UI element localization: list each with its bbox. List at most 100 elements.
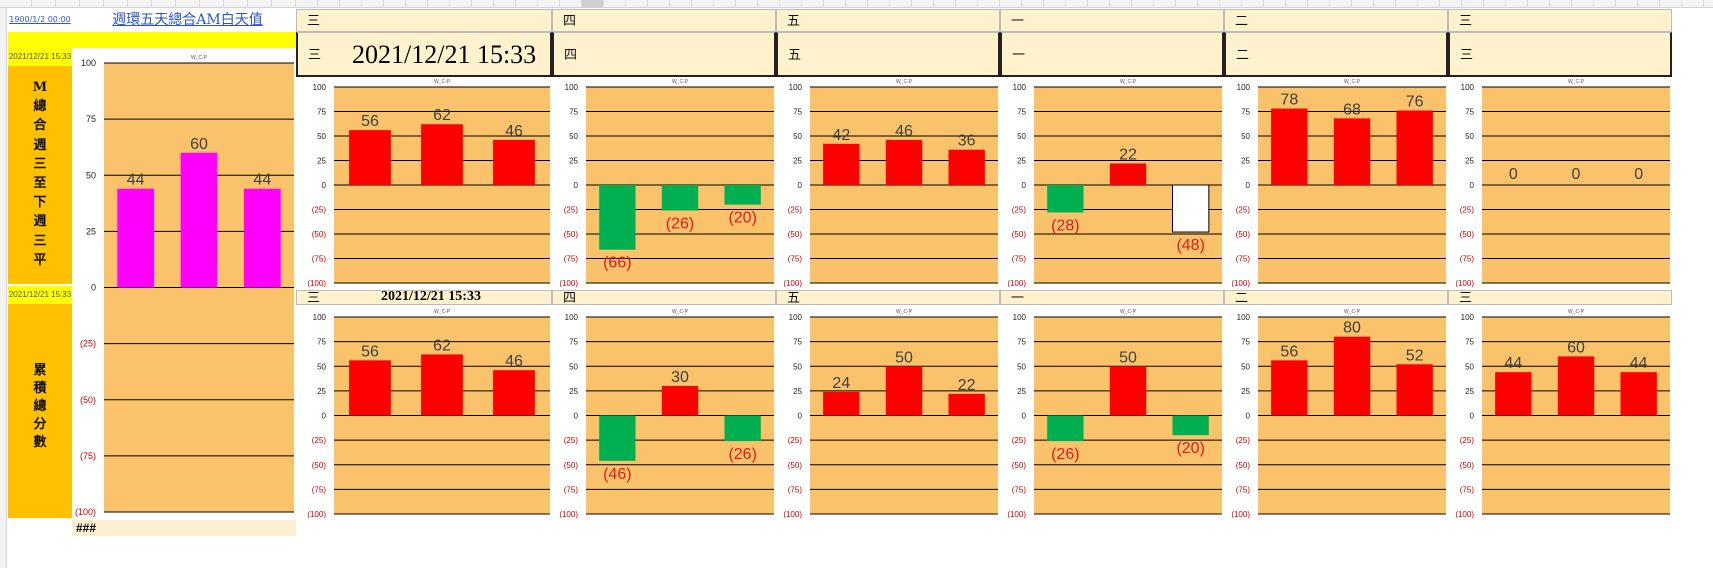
date-link[interactable]: 1900/1/2 00:00 xyxy=(9,15,71,24)
column-header-cell[interactable] xyxy=(472,0,494,8)
bar-chart-bot-4[interactable]: W_C-P 100 75 50 25 0 (25) (50) (75) (100) (26) 50 (2… xyxy=(1000,307,1224,523)
row-header-cell[interactable] xyxy=(0,116,7,128)
row-header-cell[interactable] xyxy=(0,32,7,44)
column-header-cell[interactable] xyxy=(1286,0,1308,8)
bar-chart-top-6[interactable]: W_C-P 100 75 50 25 0 (25) (50) (75) (100) 0 0 0 xyxy=(1448,77,1672,292)
row-header-cell[interactable] xyxy=(0,104,7,116)
row-header-cell[interactable] xyxy=(0,248,7,260)
row-header-cell[interactable] xyxy=(0,200,7,212)
row-header-cell[interactable] xyxy=(0,272,7,284)
row-header-cell[interactable] xyxy=(0,164,7,176)
day-header-cell[interactable]: 五 xyxy=(776,290,1000,306)
column-header-cell[interactable] xyxy=(1528,0,1550,8)
row-header-cell[interactable] xyxy=(0,296,7,308)
row-header-cell[interactable] xyxy=(0,356,7,368)
day-header-cell[interactable]: 三 xyxy=(1448,9,1672,32)
column-header-cell[interactable] xyxy=(406,0,428,8)
row-header-cell[interactable] xyxy=(0,92,7,104)
day-header-cell[interactable]: 五 xyxy=(776,9,1000,32)
column-header-cell[interactable] xyxy=(450,0,472,8)
column-header-cell[interactable] xyxy=(1220,0,1242,8)
bar-chart-bot-5[interactable]: W_C-P 100 75 50 25 0 (25) (50) (75) (100) 56 80 52 xyxy=(1224,307,1448,523)
column-header-cell[interactable] xyxy=(1066,0,1088,8)
day-header-cell[interactable]: 四 xyxy=(552,32,776,77)
column-header-cell[interactable] xyxy=(1704,0,1713,8)
column-header-bar[interactable] xyxy=(0,0,1713,8)
column-header-cell[interactable] xyxy=(224,0,248,8)
column-header-cell[interactable] xyxy=(494,0,516,8)
column-header-cell[interactable] xyxy=(1638,0,1660,8)
row-header-cell[interactable] xyxy=(0,44,7,56)
column-header-cell[interactable] xyxy=(296,0,318,8)
column-header-cell[interactable] xyxy=(538,0,560,8)
row-header-cell[interactable] xyxy=(0,488,7,500)
day-header-cell[interactable]: 四 xyxy=(552,290,776,306)
column-header-cell[interactable] xyxy=(1616,0,1638,8)
row-header-cell[interactable] xyxy=(0,284,7,296)
row-header-cell[interactable] xyxy=(0,140,7,152)
day-header-cell[interactable]: 二 xyxy=(1224,32,1448,77)
column-header-cell[interactable] xyxy=(1198,0,1220,8)
row-header-cell[interactable] xyxy=(0,428,7,440)
row-header-cell[interactable] xyxy=(0,176,7,188)
column-header-cell[interactable] xyxy=(868,0,890,8)
row-header-cell[interactable] xyxy=(0,8,7,20)
bar-chart-bot-6[interactable]: W_C-P 100 75 50 25 0 (25) (50) (75) (100) 44 60 44 xyxy=(1448,307,1672,523)
title-link[interactable]: 週環五天總合AM白天值 xyxy=(112,12,263,28)
column-header-cell[interactable] xyxy=(824,0,846,8)
bar-chart-bot-1[interactable]: W_C-P 100 75 50 25 0 (25) (50) (75) (100) 56 62 46 xyxy=(296,307,552,523)
column-header-cell[interactable] xyxy=(582,0,604,8)
column-header-cell[interactable] xyxy=(80,0,104,8)
column-header-cell[interactable] xyxy=(1374,0,1396,8)
column-header-cell[interactable] xyxy=(176,0,200,8)
day-header-cell[interactable]: 五 xyxy=(776,32,1000,77)
column-header-cell[interactable] xyxy=(692,0,714,8)
column-header-cell[interactable] xyxy=(626,0,648,8)
day-header-cell[interactable]: 三 xyxy=(296,9,552,32)
column-header-cell[interactable] xyxy=(516,0,538,8)
column-header-cell[interactable] xyxy=(890,0,912,8)
row-header-cell[interactable] xyxy=(0,380,7,392)
column-header-cell[interactable] xyxy=(428,0,450,8)
bar-chart-top-5[interactable]: W_C-P 100 75 50 25 0 (25) (50) (75) (100) 78 68 76 xyxy=(1224,77,1448,292)
bar-chart-top-4[interactable]: W_C-P 100 75 50 25 0 (25) (50) (75) (100) (28) 22 (4… xyxy=(1000,77,1224,292)
row-header-cell[interactable] xyxy=(0,212,7,224)
column-header-cell[interactable] xyxy=(802,0,824,8)
column-header-cell[interactable] xyxy=(758,0,780,8)
hash-cell[interactable]: ### xyxy=(72,520,296,536)
column-header-cell[interactable] xyxy=(648,0,670,8)
column-header-cell[interactable] xyxy=(780,0,802,8)
row-header-cell[interactable] xyxy=(0,392,7,404)
day-header-cell[interactable]: 三 xyxy=(1448,32,1672,77)
column-header-cell[interactable] xyxy=(1682,0,1704,8)
column-header-cell[interactable] xyxy=(560,0,582,8)
column-header-cell[interactable] xyxy=(1352,0,1374,8)
bar-chart-bot-2[interactable]: W_C-P 100 75 50 25 0 (25) (50) (75) (100) (46) 30 (2… xyxy=(552,307,776,523)
column-header-cell[interactable] xyxy=(1572,0,1594,8)
column-header-cell[interactable] xyxy=(56,0,80,8)
column-header-cell[interactable] xyxy=(1022,0,1044,8)
column-header-cell[interactable] xyxy=(1132,0,1154,8)
column-header-cell[interactable] xyxy=(152,0,176,8)
column-header-cell[interactable] xyxy=(248,0,272,8)
day-header-cell[interactable]: 一 xyxy=(1000,32,1224,77)
row-header-cell[interactable] xyxy=(0,308,7,320)
row-header-cell[interactable] xyxy=(0,188,7,200)
column-header-cell[interactable] xyxy=(32,0,56,8)
row-header-cell[interactable] xyxy=(0,452,7,464)
row-header-cell[interactable] xyxy=(0,500,7,512)
column-header-cell[interactable] xyxy=(1154,0,1176,8)
row-header-cell[interactable] xyxy=(0,476,7,488)
bar-chart-top-3[interactable]: W_C-P 100 75 50 25 0 (25) (50) (75) (100) 42 46 36 xyxy=(776,77,1000,292)
row-header-cell[interactable] xyxy=(0,548,7,560)
column-header-cell[interactable] xyxy=(1594,0,1616,8)
column-header-cell[interactable] xyxy=(714,0,736,8)
column-header-cell[interactable] xyxy=(340,0,362,8)
column-header-cell[interactable] xyxy=(956,0,978,8)
row-header-cell[interactable] xyxy=(0,440,7,452)
row-header-cell[interactable] xyxy=(0,560,7,568)
day-header-cell[interactable]: 二 xyxy=(1224,290,1448,306)
day-header-cell[interactable]: 二 xyxy=(1224,9,1448,32)
column-header-cell[interactable] xyxy=(846,0,868,8)
column-header-cell[interactable] xyxy=(1088,0,1110,8)
